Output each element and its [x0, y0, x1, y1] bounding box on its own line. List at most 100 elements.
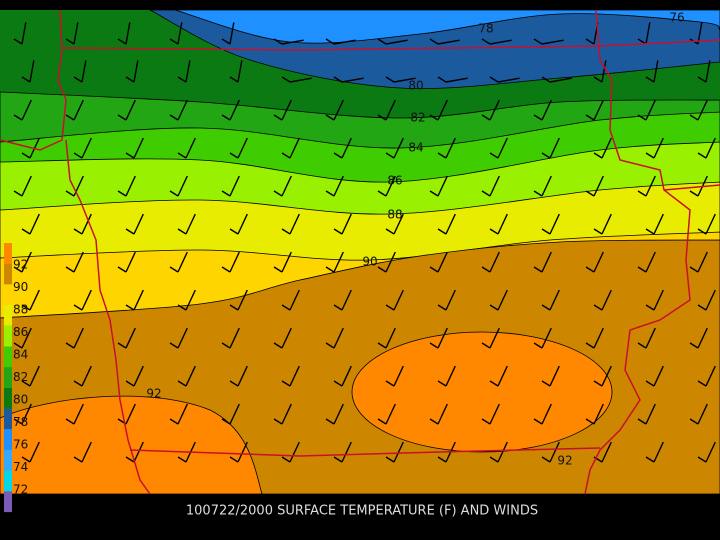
wind-barb: [281, 441, 300, 463]
wind-barb: [221, 99, 240, 121]
legend-label: 72: [13, 483, 28, 497]
wind-barb: [593, 60, 607, 83]
wind-barb: [593, 289, 612, 311]
wind-barb: [541, 76, 572, 83]
wind-barb: [429, 175, 448, 197]
wind-barb: [489, 76, 520, 83]
wind-barb: [177, 137, 196, 159]
wind-barb: [13, 99, 32, 121]
legend-label: 74: [13, 460, 28, 474]
wind-barb: [377, 175, 396, 197]
wind-barb: [229, 441, 248, 463]
wind-barb: [169, 251, 188, 273]
wind-barb: [697, 60, 711, 83]
wind-barb: [541, 441, 560, 463]
legend-label: 88: [13, 303, 28, 317]
wind-barb: [637, 327, 656, 349]
band: [174, 10, 720, 44]
wind-barb: [177, 60, 191, 83]
wind-barb: [689, 327, 708, 349]
wind-barb: [645, 441, 664, 463]
wind-barbs: [13, 22, 716, 463]
legend-swatch: [4, 387, 12, 409]
legend-label: 76: [13, 438, 28, 452]
wind-barb: [281, 289, 300, 311]
wind-barb: [333, 137, 352, 159]
wind-barb: [13, 175, 32, 197]
wind-barb: [429, 99, 448, 121]
wind-barb: [697, 289, 716, 311]
wind-barb: [125, 441, 144, 463]
wind-barb: [697, 365, 716, 387]
wind-barb: [377, 327, 396, 349]
border: [61, 39, 720, 51]
band: [0, 395, 263, 494]
wind-barb: [377, 403, 396, 425]
wind-barb: [489, 137, 508, 159]
wind-barb: [385, 289, 404, 311]
wind-barb: [645, 365, 664, 387]
wind-barb: [429, 38, 460, 45]
wind-barb: [385, 137, 404, 159]
wind-barb: [325, 38, 356, 45]
wind-barb: [637, 251, 656, 273]
wind-barb: [73, 365, 92, 387]
legend-label: 84: [13, 348, 28, 362]
wind-barb: [437, 76, 468, 83]
wind-barb: [593, 137, 612, 159]
wind-barb: [13, 327, 32, 349]
wind-barb: [385, 441, 404, 463]
wind-barb: [533, 38, 564, 45]
wind-barb: [481, 403, 500, 425]
wind-barb: [177, 289, 196, 311]
wind-barb: [21, 441, 40, 463]
wind-barb: [585, 175, 604, 197]
wind-barb: [593, 213, 612, 235]
wind-barb: [73, 213, 92, 235]
wind-barb: [117, 22, 131, 45]
contour-label: 88: [387, 208, 402, 222]
wind-barb: [437, 365, 456, 387]
legend-swatch: [4, 263, 12, 285]
wind-barb: [169, 327, 188, 349]
contour-label: 76: [669, 11, 684, 25]
wind-barb: [273, 99, 292, 121]
wind-barb: [125, 60, 139, 83]
wind-barb: [229, 289, 248, 311]
wind-barb: [125, 213, 144, 235]
wind-barb: [585, 251, 604, 273]
wind-barb: [437, 289, 456, 311]
wind-barb: [541, 137, 560, 159]
contour-label: 84: [408, 141, 423, 155]
legend-swatch: [4, 305, 12, 326]
wind-barb: [541, 365, 560, 387]
contour-labels: 76 78 80 82 84 86 88 90 92 92: [146, 11, 684, 468]
border: [663, 184, 720, 191]
wind-barb: [533, 99, 552, 121]
wind-barb: [177, 213, 196, 235]
wind-barb: [117, 99, 136, 121]
state-borders: [0, 10, 720, 494]
band: [351, 331, 613, 453]
wind-barb: [585, 403, 604, 425]
map-title: 100722/2000 SURFACE TEMPERATURE (F) AND …: [186, 504, 538, 519]
wind-barb: [65, 403, 84, 425]
legend: 92 90 88 86 84 82 80 78 76 74 72: [4, 243, 28, 513]
wind-barb: [221, 327, 240, 349]
wind-barb: [593, 365, 612, 387]
wind-barb: [273, 251, 292, 273]
wind-barb: [21, 365, 40, 387]
wind-barb: [489, 441, 508, 463]
wind-barb: [481, 175, 500, 197]
wind-barb: [541, 213, 560, 235]
legend-swatch: [4, 429, 12, 450]
wind-barb: [637, 99, 656, 121]
wind-barb: [21, 60, 35, 83]
wind-barb: [689, 403, 708, 425]
wind-barb: [65, 22, 79, 45]
legend-label: 82: [13, 370, 28, 384]
legend-swatch: [4, 284, 12, 306]
legend-swatch: [4, 367, 12, 388]
wind-barb: [273, 403, 292, 425]
